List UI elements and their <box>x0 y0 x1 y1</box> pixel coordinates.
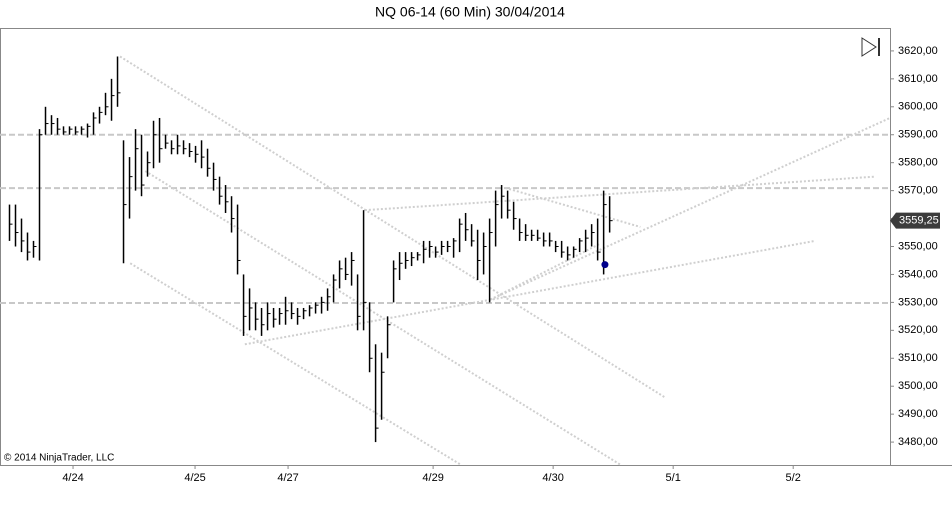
x-tick-label: 5/1 <box>666 472 681 484</box>
trend-line <box>119 55 666 399</box>
y-tick-label: 3590,00 <box>898 129 938 141</box>
y-tick-label: 3480,00 <box>898 436 938 448</box>
trend-line <box>244 239 816 346</box>
y-tick-label: 3610,00 <box>898 73 938 85</box>
y-tick-label: 3500,00 <box>898 380 938 392</box>
x-tick-label: 5/2 <box>786 472 801 484</box>
marker <box>601 261 609 269</box>
y-tick-label: 3510,00 <box>898 352 938 364</box>
x-tick-label: 4/24 <box>62 472 83 484</box>
play-triangle <box>861 37 877 57</box>
y-tick-label: 3530,00 <box>898 296 938 308</box>
trend-line <box>144 170 621 466</box>
last-price-box <box>890 212 940 229</box>
copyright: © 2014 NinjaTrader, LLC <box>4 453 114 464</box>
trend-line <box>505 186 641 228</box>
y-tick-label: 3540,00 <box>898 268 938 280</box>
y-tick-label: 3490,00 <box>898 408 938 420</box>
y-tick-label: 3550,00 <box>898 240 938 252</box>
trend-line <box>489 117 891 301</box>
y-tick-label: 3620,00 <box>898 45 938 57</box>
trend-line <box>364 175 876 212</box>
chart-title: NQ 06-14 (60 Min) 30/04/2014 <box>375 4 565 20</box>
x-tick-label: 4/25 <box>184 472 205 484</box>
trend-line <box>489 242 601 301</box>
y-tick-label: 3580,00 <box>898 157 938 169</box>
y-tick-label: 3600,00 <box>898 101 938 113</box>
play-icon[interactable] <box>861 37 880 57</box>
x-tick-label: 4/30 <box>542 472 563 484</box>
x-tick-label: 4/27 <box>277 472 298 484</box>
last-price-label: 3559,25 <box>899 215 939 227</box>
trend-line <box>129 262 461 466</box>
y-tick-label: 3570,00 <box>898 185 938 197</box>
y-tick-label: 3520,00 <box>898 324 938 336</box>
x-tick-label: 4/29 <box>422 472 443 484</box>
